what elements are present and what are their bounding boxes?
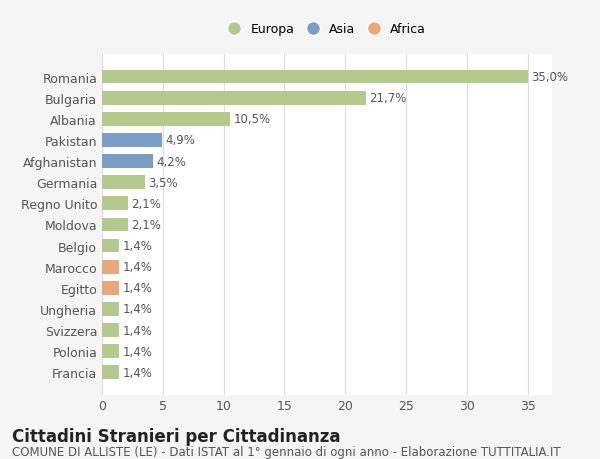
Text: 3,5%: 3,5% (148, 176, 178, 189)
Bar (102, 218, 128, 232)
Text: 1,4%: 1,4% (122, 261, 152, 274)
Bar (102, 302, 119, 316)
Text: Cittadini Stranieri per Cittadinanza: Cittadini Stranieri per Cittadinanza (12, 427, 341, 445)
Text: 1,4%: 1,4% (122, 345, 152, 358)
Bar (102, 197, 128, 211)
Text: 2,1%: 2,1% (131, 197, 161, 210)
Text: 21,7%: 21,7% (370, 92, 407, 105)
Bar (102, 92, 366, 105)
Bar (102, 324, 119, 337)
Legend: Europa, Asia, Africa: Europa, Asia, Africa (221, 17, 433, 43)
Text: 4,9%: 4,9% (165, 134, 195, 147)
Text: 1,4%: 1,4% (122, 366, 152, 379)
Text: COMUNE DI ALLISTE (LE) - Dati ISTAT al 1° gennaio di ogni anno - Elaborazione TU: COMUNE DI ALLISTE (LE) - Dati ISTAT al 1… (12, 445, 560, 458)
Bar (102, 345, 119, 358)
Text: 35,0%: 35,0% (532, 71, 568, 84)
Text: 4,2%: 4,2% (157, 155, 187, 168)
Bar (102, 112, 230, 126)
Text: 1,4%: 1,4% (122, 282, 152, 295)
Text: 2,1%: 2,1% (131, 218, 161, 231)
Bar (102, 134, 161, 147)
Text: 10,5%: 10,5% (233, 113, 271, 126)
Text: 1,4%: 1,4% (122, 240, 152, 252)
Bar (102, 239, 119, 253)
Bar (102, 366, 119, 379)
Bar (102, 260, 119, 274)
Text: 1,4%: 1,4% (122, 324, 152, 337)
Bar (102, 176, 145, 190)
Bar (102, 281, 119, 295)
Text: 1,4%: 1,4% (122, 303, 152, 316)
Bar (102, 155, 153, 168)
Bar (102, 71, 527, 84)
